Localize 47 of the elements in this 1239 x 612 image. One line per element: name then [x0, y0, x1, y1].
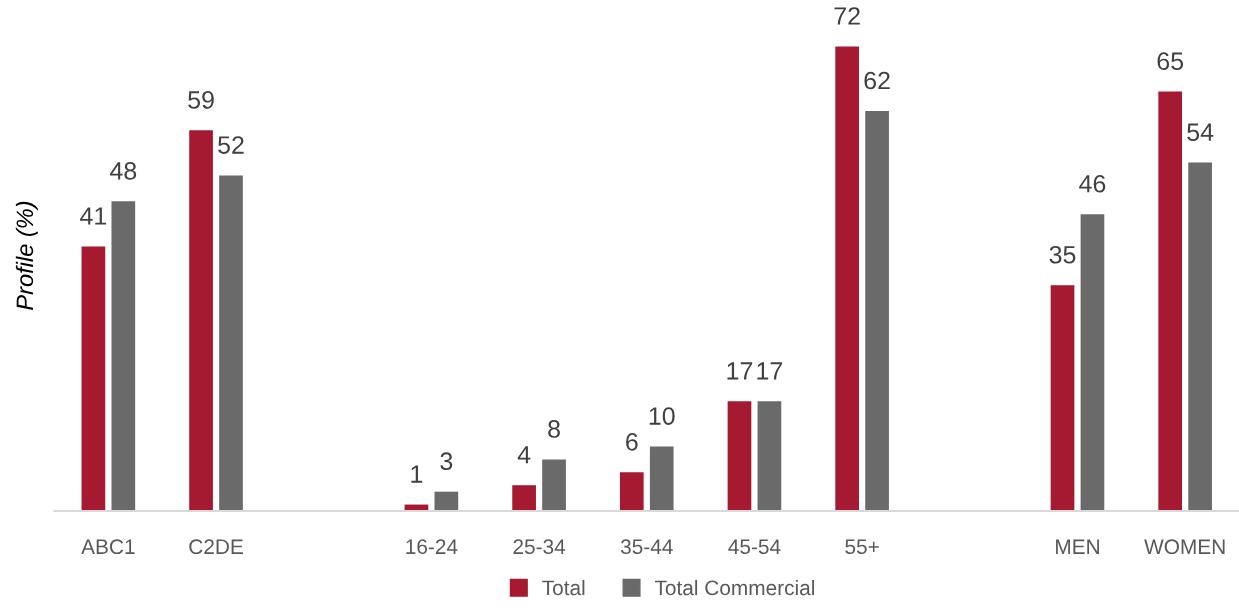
bar: [865, 110, 889, 512]
x-tick-label: WOMEN: [1144, 539, 1225, 555]
x-tick-label: ABC1: [81, 539, 135, 555]
data-label: 72: [834, 7, 860, 25]
data-label: 59: [188, 91, 214, 109]
bar: [542, 459, 566, 512]
data-label: 65: [1157, 52, 1184, 71]
data-label: 52: [218, 136, 244, 154]
bar: [434, 491, 459, 512]
bar: [219, 175, 243, 512]
data-label: 4: [517, 446, 531, 464]
legend-label: Total Commercial: [654, 579, 814, 596]
bar: [111, 201, 136, 512]
bar: [81, 246, 106, 512]
data-label: 35: [1049, 245, 1076, 264]
x-tick-label: 16-24: [406, 539, 458, 555]
bar: [835, 46, 859, 512]
data-label: 10: [649, 407, 675, 425]
data-label: 8: [548, 420, 560, 438]
bar: [189, 130, 213, 512]
y-axis-title: Profile (%): [15, 201, 38, 310]
data-label: 17: [727, 362, 753, 380]
data-label: 46: [1079, 174, 1106, 193]
data-label: 1: [411, 465, 423, 483]
data-label: 48: [110, 162, 137, 180]
bar: [619, 472, 644, 512]
bar: [1080, 214, 1105, 512]
bar: [1188, 162, 1212, 512]
bar: [1050, 285, 1075, 512]
bar: [757, 401, 782, 512]
bar: [649, 446, 674, 512]
x-tick-label: C2DE: [189, 539, 243, 555]
x-tick-label: MEN: [1056, 539, 1099, 554]
bar: [727, 401, 752, 512]
x-tick-label: 55+: [845, 539, 879, 555]
data-label: 6: [626, 433, 638, 451]
legend-label: Total: [542, 579, 585, 596]
data-label: 41: [80, 207, 107, 225]
bar: [512, 485, 536, 512]
x-tick-label: 25-34: [513, 539, 566, 555]
data-label: 62: [864, 71, 890, 90]
x-tick-label: 45-54: [728, 539, 781, 555]
x-tick-label: 35-44: [620, 539, 673, 555]
data-label: 54: [1187, 123, 1214, 141]
bar: [1158, 91, 1183, 512]
data-label: 17: [757, 362, 783, 380]
data-label: 3: [440, 452, 453, 471]
